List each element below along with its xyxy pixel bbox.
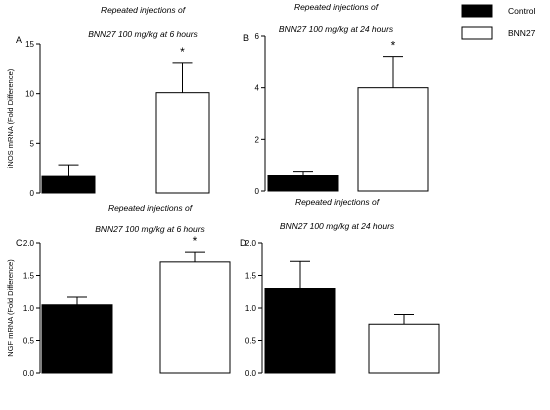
panel-c-significance-marker: * bbox=[193, 234, 198, 248]
panel-a: Repeated injections of BNN27 100 mg/kg at… bbox=[6, 5, 210, 198]
panel-c-bar-bnn27 bbox=[159, 261, 231, 374]
panel-b-bar-bnn27 bbox=[357, 87, 429, 192]
panel-c-error-bar-bnn27 bbox=[185, 251, 205, 262]
panel-c-bar-control bbox=[41, 304, 113, 374]
panel-c-title-line-2: BNN27 100 mg/kg at 6 hours bbox=[95, 224, 205, 234]
legend-swatch-bnn27 bbox=[461, 26, 493, 40]
panel-c-tick-label: 1.0 bbox=[23, 304, 35, 313]
panel-b-significance-marker: * bbox=[391, 39, 396, 53]
panel-a-tick-label: 15 bbox=[25, 40, 34, 49]
legend-swatch-control bbox=[461, 4, 493, 18]
panel-d-error-bar-control bbox=[290, 260, 310, 289]
legend-label-bnn27: BNN27 bbox=[508, 28, 536, 38]
panel-d-bar-control bbox=[264, 288, 336, 374]
panel-c: Repeated injections of BNN27 100 mg/kg at… bbox=[6, 203, 231, 378]
panel-c-y-axis-label: NGF mRNA (Fold Difference) bbox=[6, 259, 15, 357]
panel-d-tick-label: 2.0 bbox=[245, 239, 257, 248]
panel-a-tick-label: 5 bbox=[30, 139, 35, 148]
panel-c-error-bar-control bbox=[67, 296, 87, 305]
panel-a-label: A bbox=[16, 35, 22, 45]
panel-d-title-line-2: BNN27 100 mg/kg at 24 hours bbox=[280, 221, 395, 231]
panel-b: Repeated injections of BNN27 100 mg/kg at… bbox=[243, 2, 429, 196]
panel-b-tick-label: 2 bbox=[255, 135, 260, 144]
panel-a-tick-label: 0 bbox=[30, 189, 35, 198]
panel-a-title-line-1: Repeated injections of bbox=[101, 5, 187, 15]
panel-d-tick-label: 0.0 bbox=[245, 369, 257, 378]
panel-d-title-line-1: Repeated injections of bbox=[295, 197, 381, 207]
panel-c-tick-label: 0.0 bbox=[23, 369, 35, 378]
panel-d-tick-label: 1.5 bbox=[245, 272, 257, 281]
panel-d: Repeated injections of BNN27 100 mg/kg at… bbox=[240, 197, 440, 378]
panel-b-tick-label: 4 bbox=[255, 84, 260, 93]
panel-d-error-bar-bnn27 bbox=[394, 314, 414, 325]
panel-b-title-line-2: BNN27 100 mg/kg at 24 hours bbox=[279, 24, 394, 34]
panel-b-bar-control bbox=[267, 175, 339, 192]
panel-b-error-bar-control bbox=[293, 171, 313, 176]
panel-d-bar-bnn27 bbox=[368, 323, 440, 374]
legend-label-control: Control bbox=[508, 6, 536, 16]
panel-a-error-bar-bnn27 bbox=[172, 62, 193, 93]
panel-a-bar-bnn27 bbox=[155, 92, 210, 194]
legend: Control BNN27 bbox=[461, 4, 536, 40]
panel-c-tick-label: 0.5 bbox=[23, 337, 35, 346]
panel-d-tick-label: 0.5 bbox=[245, 337, 257, 346]
panel-c-label: C bbox=[16, 238, 23, 248]
panel-d-label: D bbox=[240, 238, 247, 248]
panel-b-tick-label: 6 bbox=[255, 32, 260, 41]
panel-a-y-axis-label: iNOS mRNA (Fold Difference) bbox=[6, 68, 15, 168]
panel-d-tick-label: 1.0 bbox=[245, 304, 257, 313]
panel-a-title-line-2: BNN27 100 mg/kg at 6 hours bbox=[88, 29, 198, 39]
panel-a-bar-control bbox=[41, 175, 96, 194]
panel-b-tick-label: 0 bbox=[255, 187, 260, 196]
panel-b-error-bar-bnn27 bbox=[383, 56, 403, 88]
panel-c-title-line-1: Repeated injections of bbox=[108, 203, 194, 213]
panel-b-title-line-1: Repeated injections of bbox=[294, 2, 380, 12]
panel-a-tick-label: 10 bbox=[25, 90, 34, 99]
panel-b-label: B bbox=[243, 33, 249, 43]
panel-a-error-bar-control bbox=[58, 164, 79, 177]
panel-c-tick-label: 2.0 bbox=[23, 239, 35, 248]
panel-c-tick-label: 1.5 bbox=[23, 272, 35, 281]
panel-a-significance-marker: * bbox=[180, 45, 185, 59]
